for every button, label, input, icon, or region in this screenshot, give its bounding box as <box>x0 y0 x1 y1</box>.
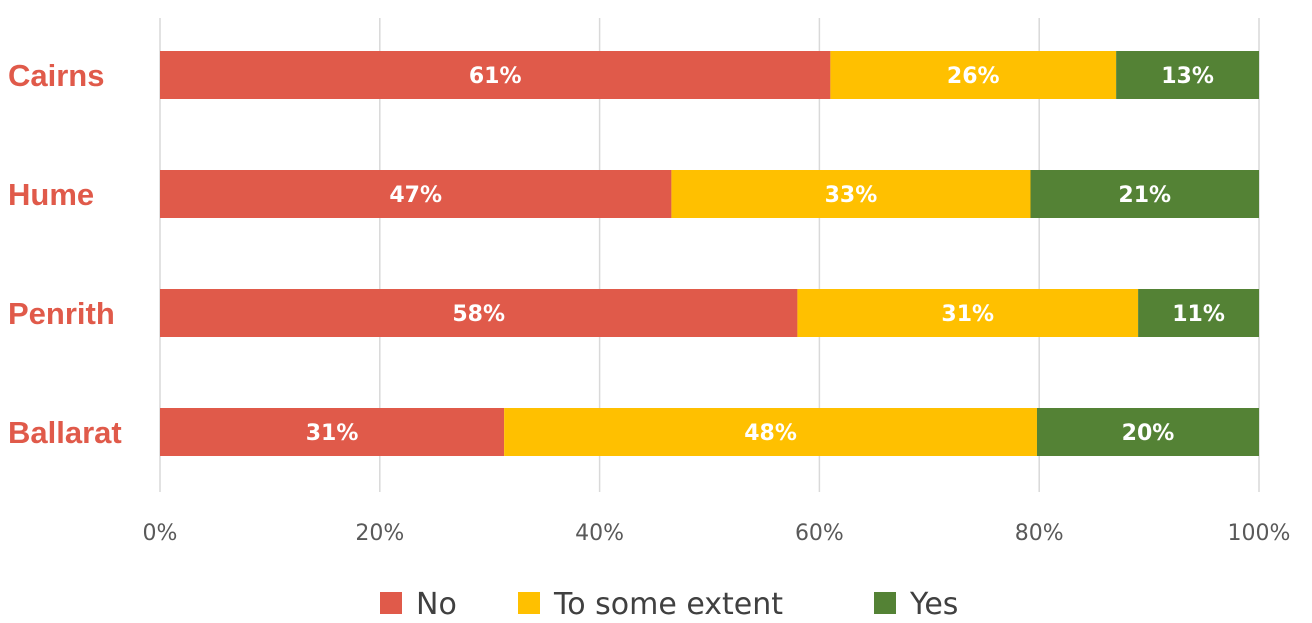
legend-label: To some extent <box>553 587 783 622</box>
x-tick-label: 20% <box>355 521 404 546</box>
bar-segment <box>1030 170 1259 218</box>
x-tick-label: 80% <box>1015 521 1064 546</box>
data-label: 33% <box>825 183 878 208</box>
legend-label: Yes <box>909 587 958 622</box>
bar-segment <box>1036 408 1259 456</box>
data-label: 58% <box>452 302 505 327</box>
category-labels: Cairns Hume Penrith Ballarat <box>8 58 122 450</box>
bar-segment <box>797 289 1139 337</box>
x-tick-label: 40% <box>575 521 624 546</box>
legend-swatch <box>874 592 896 614</box>
legend-label: No <box>416 587 457 622</box>
category-label: Hume <box>8 177 94 212</box>
legend-swatch <box>380 592 402 614</box>
category-label: Cairns <box>8 58 104 93</box>
data-label: 31% <box>941 302 994 327</box>
x-tick-label: 0% <box>143 521 178 546</box>
bar-segment <box>1116 51 1259 99</box>
data-label: 13% <box>1161 64 1214 89</box>
bar-segment <box>160 408 505 456</box>
bar-segment <box>160 289 798 337</box>
legend: No To some extent Yes <box>380 587 958 622</box>
bar-segment <box>830 51 1117 99</box>
category-label: Penrith <box>8 296 115 331</box>
bar-segment <box>504 408 1037 456</box>
data-label: 11% <box>1172 302 1225 327</box>
x-tick-label: 100% <box>1228 521 1291 546</box>
bar-segment <box>160 170 672 218</box>
data-label: 21% <box>1118 183 1171 208</box>
bar-area: 61% 26% 13% 47% 33% 21% 58% 31% 11% 31% 48% 20% <box>160 51 1259 456</box>
category-label: Ballarat <box>8 415 122 450</box>
bar-segment <box>671 170 1031 218</box>
bar-segment <box>160 51 831 99</box>
data-label: 48% <box>744 421 797 446</box>
data-label: 61% <box>469 64 522 89</box>
data-label: 20% <box>1122 421 1175 446</box>
x-tick-label: 60% <box>795 521 844 546</box>
data-label: 31% <box>306 421 359 446</box>
x-axis-ticks: 0% 20% 40% 60% 80% 100% <box>143 521 1291 546</box>
legend-swatch <box>518 592 540 614</box>
data-label: 26% <box>947 64 1000 89</box>
bar-segment <box>1138 289 1259 337</box>
data-label: 47% <box>389 183 442 208</box>
